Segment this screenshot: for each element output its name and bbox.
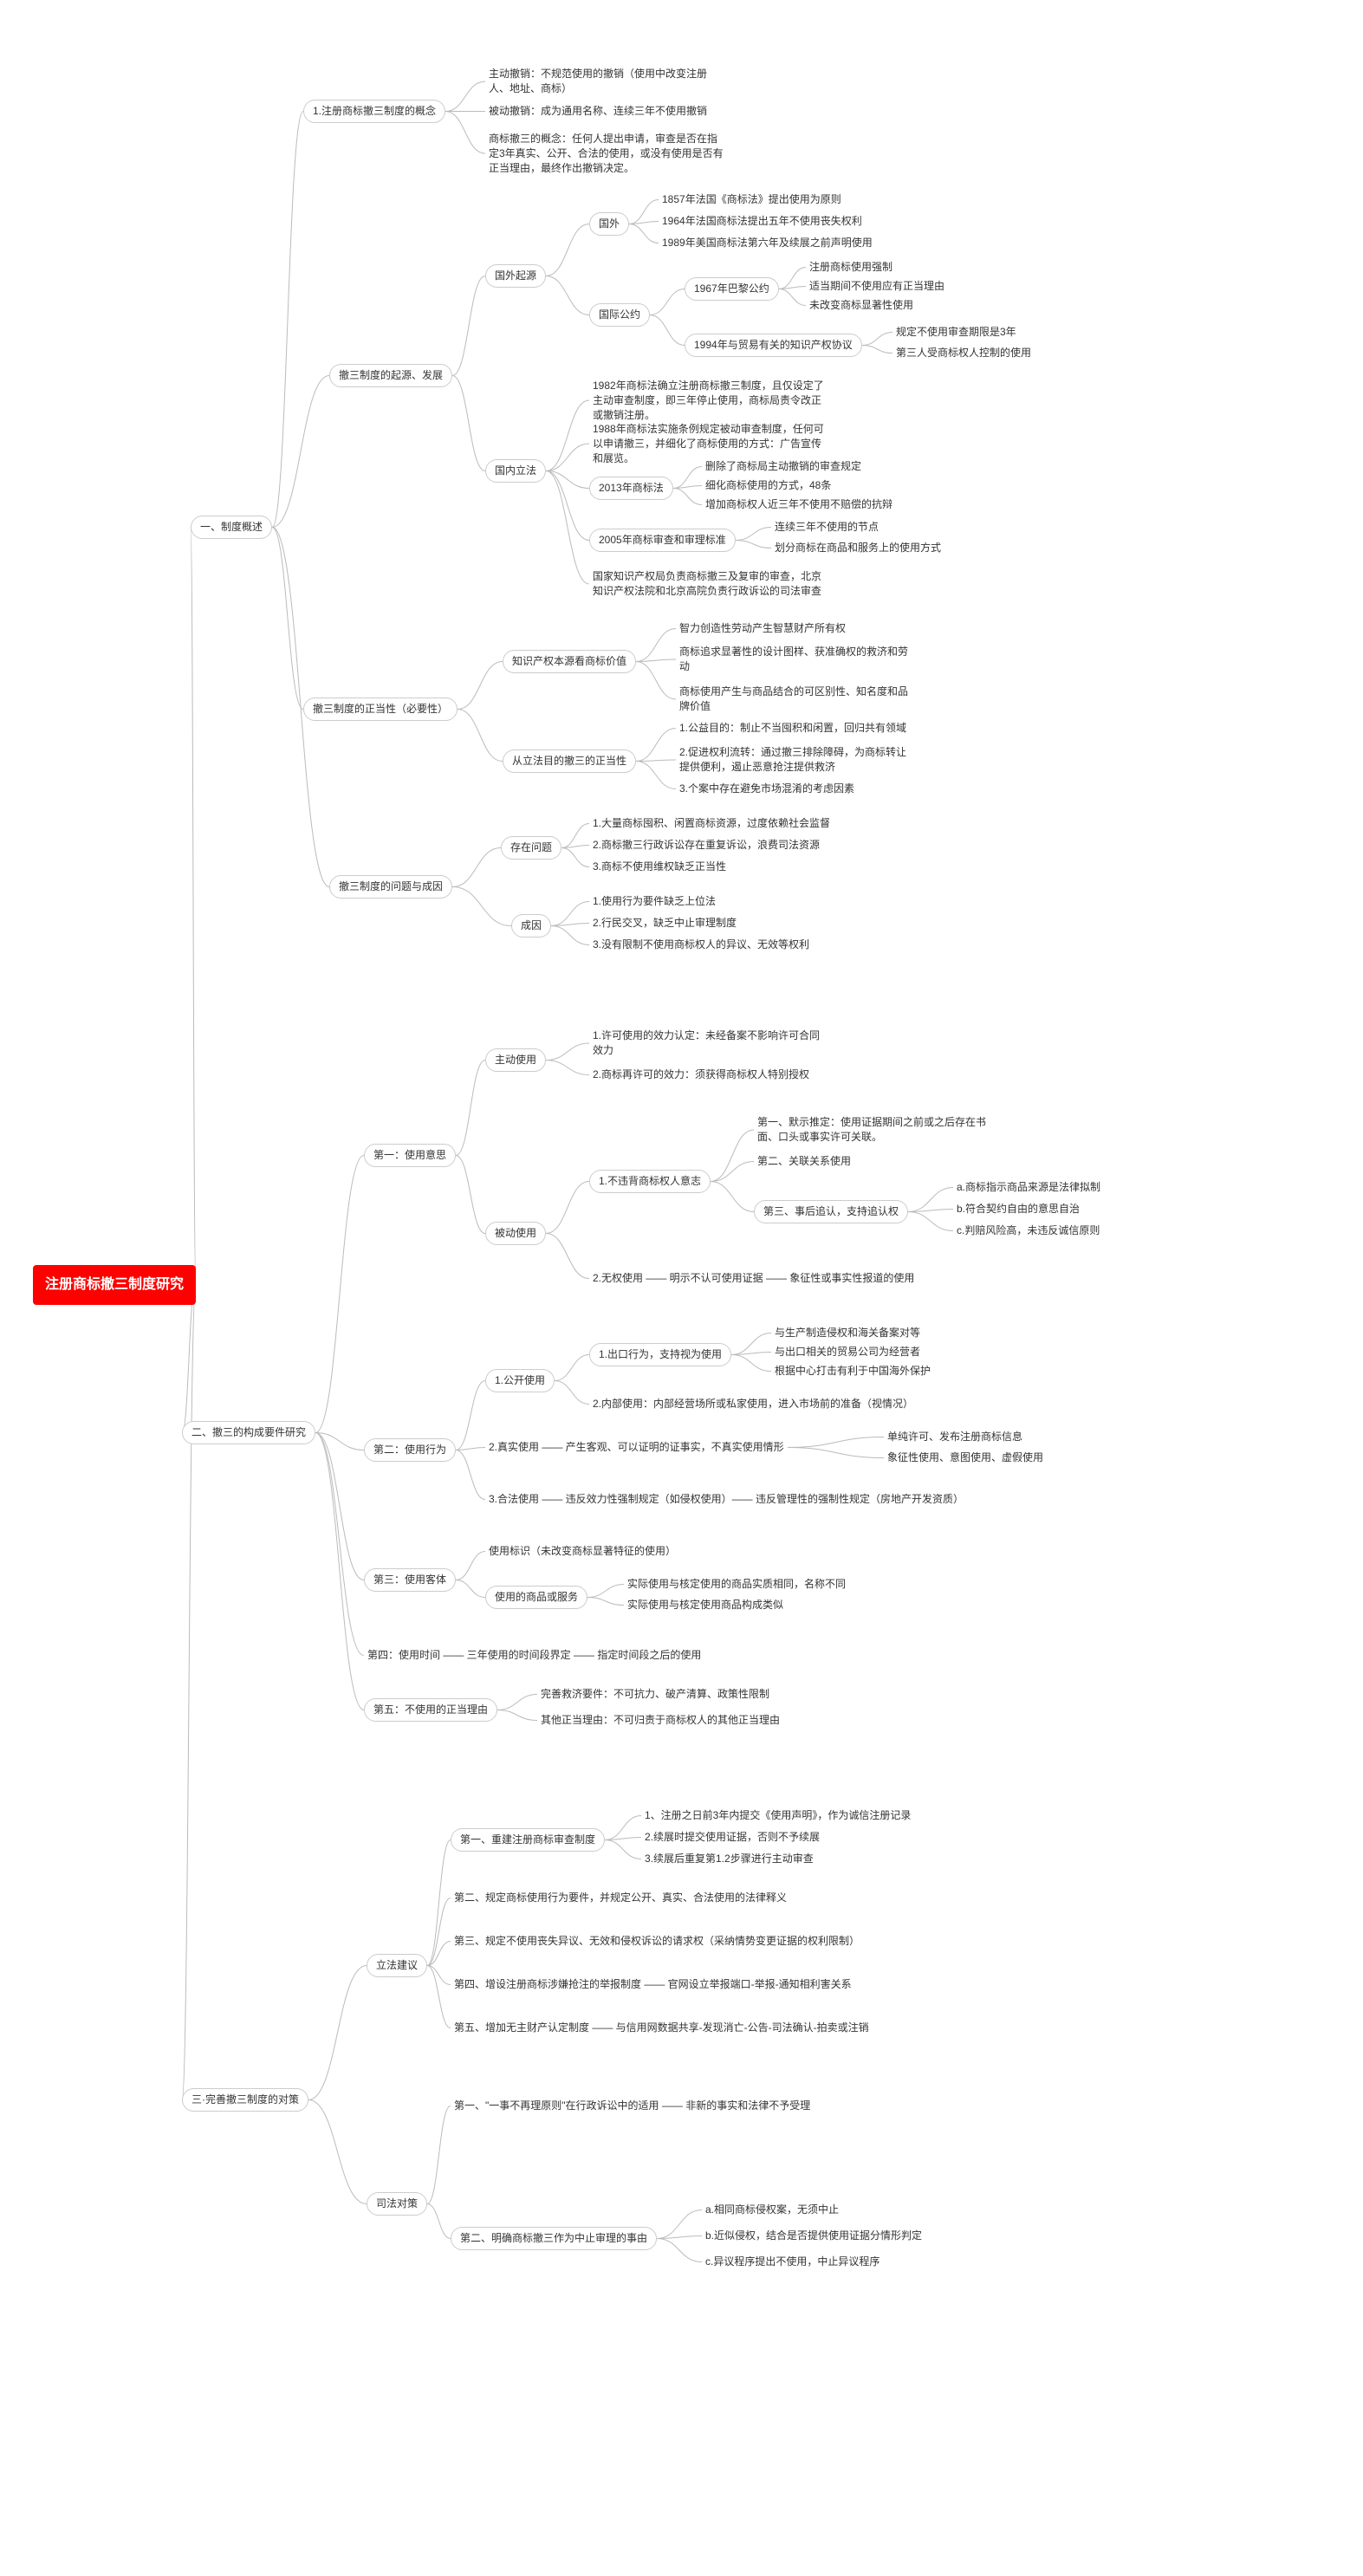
node-s2a1: 主动使用	[485, 1048, 546, 1072]
node-s2b2a: 单纯许可、发布注册商标信息	[884, 1428, 1026, 1446]
node-s1c1: 知识产权本源看商标价值	[503, 650, 636, 673]
node-s2c2a: 实际使用与核定使用的商品实质相同，名称不同	[624, 1575, 849, 1593]
node-s2a2a: 1.不违背商标权人意志	[589, 1170, 711, 1193]
node-sec2: 二、撤三的构成要件研究	[182, 1421, 315, 1444]
node-s1d1a: 1.大量商标囤积、闲置商标资源，过度依赖社会监督	[589, 814, 834, 833]
node-s1b: 撤三制度的起源、发展	[329, 364, 452, 387]
node-s3a1b: 2.续展时提交使用证据，否则不予续展	[641, 1828, 823, 1846]
node-s1b_fo_gy2b: 第三人受商标权人控制的使用	[892, 344, 1035, 362]
node-s2b1a2: 与出口相关的贸易公司为经营者	[771, 1343, 924, 1361]
node-s2c2: 使用的商品或服务	[485, 1586, 587, 1609]
node-s1b_fo_gw1: 1857年法国《商标法》提出使用为原则	[659, 191, 845, 209]
node-s2a1a: 1.许可使用的效力认定：未经备案不影响许可合同效力	[589, 1027, 832, 1060]
node-s3b2c: c.异议程序提出不使用，中止异议程序	[702, 2253, 883, 2271]
node-s2a2a2: 第二、关联关系使用	[754, 1152, 854, 1171]
node-s2c: 第三：使用客体	[364, 1568, 456, 1592]
node-s2a2a1: 第一、默示推定：使用证据期间之前或之后存在书面、口头或事实许可关联。	[754, 1113, 996, 1146]
node-s2e2: 其他正当理由：不可归责于商标权人的其他正当理由	[537, 1711, 783, 1729]
node-s3b1: 第一、"一事不再理原则"在行政诉讼中的适用 —— 非新的事实和法律不予受理	[451, 2097, 814, 2115]
node-s1c1c: 商标使用产生与商品结合的可区别性、知名度和品牌价值	[676, 683, 918, 716]
node-s2a2a3c: c.判赔风险高，未违反诚信原则	[953, 1222, 1103, 1240]
node-s1c1b: 商标追求显著性的设计图样、获准确权的救济和劳动	[676, 643, 918, 676]
node-s2b1a3: 根据中心打击有利于中国海外保护	[771, 1362, 934, 1380]
node-s3a: 立法建议	[367, 1954, 427, 1977]
node-s3a1c: 3.续展后重复第1.2步骤进行主动审查	[641, 1850, 817, 1868]
mindmap-canvas: 注册商标撤三制度研究 一、制度概述 1.注册商标撤三制度的概念 主动撤销：不规范使用的…	[17, 17, 1346, 2559]
node-s1b_fo_gy: 国际公约	[589, 303, 650, 327]
node-s1b_fo_gw3: 1989年美国商标法第六年及续展之前声明使用	[659, 234, 876, 252]
node-s1b_fo_gw: 国外	[589, 212, 629, 236]
node-s3a1: 第一、重建注册商标审查制度	[451, 1828, 605, 1852]
node-s1d2: 成因	[511, 914, 551, 938]
node-s2b1: 1.公开使用	[485, 1369, 555, 1392]
node-s1b_cn4: 2005年商标审查和审理标准	[589, 529, 736, 552]
node-s1b_fo: 国外起源	[485, 264, 546, 288]
node-s1b_fo_gw2: 1964年法国商标法提出五年不使用丧失权利	[659, 212, 866, 230]
node-s1b_cn1: 1982年商标法确立注册商标撤三制度，且仅设定了主动审查制度，即三年停止使用，商…	[589, 377, 832, 424]
node-root: 注册商标撤三制度研究	[33, 1265, 196, 1305]
node-s1b_fo_gy2a: 规定不使用审查期限是3年	[892, 323, 1020, 341]
node-s1d1b: 2.商标撤三行政诉讼存在重复诉讼，浪费司法资源	[589, 836, 823, 854]
node-s1c: 撤三制度的正当性（必要性）	[303, 698, 458, 721]
node-s2b3: 3.合法使用 —— 违反效力性强制规定（如侵权使用）—— 违反管理性的强制性规定…	[485, 1490, 967, 1509]
node-s2b1b: 2.内部使用：内部经营场所或私家使用，进入市场前的准备（视情况）	[589, 1395, 917, 1413]
node-s1d: 撤三制度的问题与成因	[329, 875, 452, 899]
node-s1a: 1.注册商标撤三制度的概念	[303, 100, 445, 123]
node-s1a1: 主动撤销：不规范使用的撤销（使用中改变注册人、地址、商标）	[485, 65, 728, 98]
node-s3a3: 第三、规定不使用丧失异议、无效和侵权诉讼的请求权（采纳情势变更证据的权利限制）	[451, 1932, 863, 1950]
node-s2c1: 使用标识（未改变商标显著特征的使用）	[485, 1542, 679, 1561]
node-s1b_fo_gy1b: 适当期间不使用应有正当理由	[806, 277, 948, 295]
node-s1b_fo_gy1: 1967年巴黎公约	[685, 277, 779, 301]
node-s2a2a3: 第三、事后追认，支持追认权	[754, 1200, 908, 1223]
node-s1c2: 从立法目的撤三的正当性	[503, 749, 636, 773]
node-s1b_fo_gy2: 1994年与贸易有关的知识产权协议	[685, 334, 862, 357]
node-s2a2a3a: a.商标指示商品来源是法律拟制	[953, 1178, 1104, 1197]
node-s1d2b: 2.行民交叉，缺乏中止审理制度	[589, 914, 740, 932]
node-s1a2: 被动撤销：成为通用名称、连续三年不使用撤销	[485, 102, 711, 120]
node-sec1: 一、制度概述	[191, 516, 272, 539]
node-s2d: 第四：使用时间 —— 三年使用的时间段界定 —— 指定时间段之后的使用	[364, 1646, 704, 1664]
node-s1b_cn3b: 细化商标使用的方式，48条	[702, 477, 834, 495]
node-s2c2b: 实际使用与核定使用商品构成类似	[624, 1596, 787, 1614]
node-s1b_cn: 国内立法	[485, 459, 546, 483]
node-s2e1: 完善救济要件：不可抗力、破产清算、政策性限制	[537, 1685, 773, 1703]
node-s1b_cn3a: 删除了商标局主动撤销的审查规定	[702, 457, 865, 476]
node-s2a: 第一：使用意思	[364, 1144, 456, 1167]
node-s3b2b: b.近似侵权，结合是否提供使用证据分情形判定	[702, 2227, 925, 2245]
node-s2a2b: 2.无权使用 —— 明示不认可使用证据 —— 象征性或事实性报道的使用	[589, 1269, 918, 1288]
node-s2b: 第二：使用行为	[364, 1438, 456, 1462]
node-sec3: 三·完善撤三制度的对策	[182, 2088, 308, 2112]
node-s3a1a: 1、注册之日前3年内提交《使用声明》，作为诚信注册记录	[641, 1807, 914, 1825]
node-s2e: 第五：不使用的正当理由	[364, 1698, 497, 1722]
node-s1b_cn3: 2013年商标法	[589, 477, 673, 500]
node-s3b2a: a.相同商标侵权案，无须中止	[702, 2201, 842, 2219]
node-s1b_fo_gy1c: 未改变商标显著性使用	[806, 296, 917, 315]
node-s1c2c: 3.个案中存在避免市场混淆的考虑因素	[676, 780, 858, 798]
node-s3a5: 第五、增加无主财产认定制度 —— 与信用网数据共享-发现消亡-公告-司法确认-拍…	[451, 2019, 873, 2037]
node-s1d2c: 3.没有限制不使用商标权人的异议、无效等权利	[589, 936, 813, 954]
node-s1c2b: 2.促进权利流转：通过撤三排除障碍，为商标转让提供便利，遏止恶意抢注提供救济	[676, 743, 918, 776]
node-s3a4: 第四、增设注册商标涉嫌抢注的举报制度 —— 官网设立举报端口-举报-通知相利害关…	[451, 1976, 855, 1994]
node-s1c1a: 智力创造性劳动产生智慧财产所有权	[676, 620, 849, 638]
node-s1b_cn5: 国家知识产权局负责商标撤三及复审的审查，北京知识产权法院和北京高院负责行政诉讼的…	[589, 568, 832, 600]
node-s3b: 司法对策	[367, 2192, 427, 2216]
node-s2b2b: 象征性使用、意图使用、虚假使用	[884, 1449, 1047, 1467]
node-s1b_fo_gy1a: 注册商标使用强制	[806, 258, 896, 276]
node-s2b1a: 1.出口行为，支持视为使用	[589, 1343, 731, 1366]
node-s1a3: 商标撤三的概念：任何人提出申请，审查是否在指定3年真实、公开、合法的使用，或没有…	[485, 130, 728, 177]
node-s1d2a: 1.使用行为要件缺乏上位法	[589, 892, 719, 911]
node-s1d1: 存在问题	[501, 836, 561, 860]
node-s1b_cn4a: 连续三年不使用的节点	[771, 518, 882, 536]
node-s1d1c: 3.商标不使用维权缺乏正当性	[589, 858, 730, 876]
node-s3a2: 第二、规定商标使用行为要件，并规定公开、真实、合法使用的法律释义	[451, 1889, 790, 1907]
node-s2a1b: 2.商标再许可的效力：须获得商标权人特别授权	[589, 1066, 813, 1084]
node-s3b2: 第二、明确商标撤三作为中止审理的事由	[451, 2227, 657, 2250]
node-s1c2a: 1.公益目的：制止不当囤积和闲置，回归共有领域	[676, 719, 910, 737]
node-s2a2: 被动使用	[485, 1222, 546, 1245]
node-s2b1a1: 与生产制造侵权和海关备案对等	[771, 1324, 924, 1342]
node-s1b_cn4b: 划分商标在商品和服务上的使用方式	[771, 539, 944, 557]
node-s2a2a3b: b.符合契约自由的意思自治	[953, 1200, 1083, 1218]
node-s1b_cn3c: 增加商标权人近三年不使用不赔偿的抗辩	[702, 496, 896, 514]
node-s2b2: 2.真实使用 —— 产生客观、可以证明的证事实，不真实使用情形	[485, 1438, 788, 1457]
